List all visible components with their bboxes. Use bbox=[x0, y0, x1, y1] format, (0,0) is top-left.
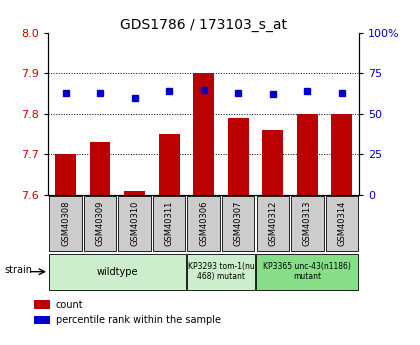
Text: wildtype: wildtype bbox=[97, 267, 138, 277]
Text: GSM40308: GSM40308 bbox=[61, 201, 70, 246]
Text: GSM40306: GSM40306 bbox=[199, 201, 208, 246]
Text: strain: strain bbox=[4, 265, 32, 275]
Text: GSM40311: GSM40311 bbox=[165, 201, 173, 246]
Bar bbox=[124, 191, 145, 195]
Bar bbox=[49, 254, 186, 289]
Bar bbox=[291, 196, 323, 251]
Bar bbox=[228, 118, 249, 195]
Text: GSM40307: GSM40307 bbox=[234, 201, 243, 246]
Bar bbox=[84, 196, 116, 251]
Bar bbox=[193, 73, 214, 195]
Text: GSM40309: GSM40309 bbox=[96, 201, 105, 246]
Bar bbox=[326, 196, 358, 251]
Bar bbox=[297, 114, 318, 195]
Text: percentile rank within the sample: percentile rank within the sample bbox=[56, 315, 221, 325]
Bar bbox=[331, 114, 352, 195]
Bar bbox=[187, 254, 255, 289]
Bar bbox=[34, 316, 50, 324]
Title: GDS1786 / 173103_s_at: GDS1786 / 173103_s_at bbox=[120, 18, 287, 32]
Bar bbox=[49, 196, 82, 251]
Text: count: count bbox=[56, 300, 84, 310]
Bar bbox=[90, 142, 110, 195]
Bar bbox=[222, 196, 255, 251]
Bar bbox=[34, 300, 50, 309]
Text: GSM40310: GSM40310 bbox=[130, 201, 139, 246]
Bar bbox=[257, 196, 289, 251]
Text: GSM40314: GSM40314 bbox=[337, 201, 346, 246]
Text: KP3293 tom-1(nu
468) mutant: KP3293 tom-1(nu 468) mutant bbox=[188, 262, 255, 282]
Text: KP3365 unc-43(n1186)
mutant: KP3365 unc-43(n1186) mutant bbox=[263, 262, 351, 282]
Bar bbox=[153, 196, 185, 251]
Bar bbox=[256, 254, 358, 289]
Bar bbox=[55, 155, 76, 195]
Text: GSM40313: GSM40313 bbox=[303, 201, 312, 246]
Bar bbox=[187, 196, 220, 251]
Bar bbox=[118, 196, 151, 251]
Bar bbox=[262, 130, 283, 195]
Text: GSM40312: GSM40312 bbox=[268, 201, 277, 246]
Bar bbox=[159, 134, 179, 195]
